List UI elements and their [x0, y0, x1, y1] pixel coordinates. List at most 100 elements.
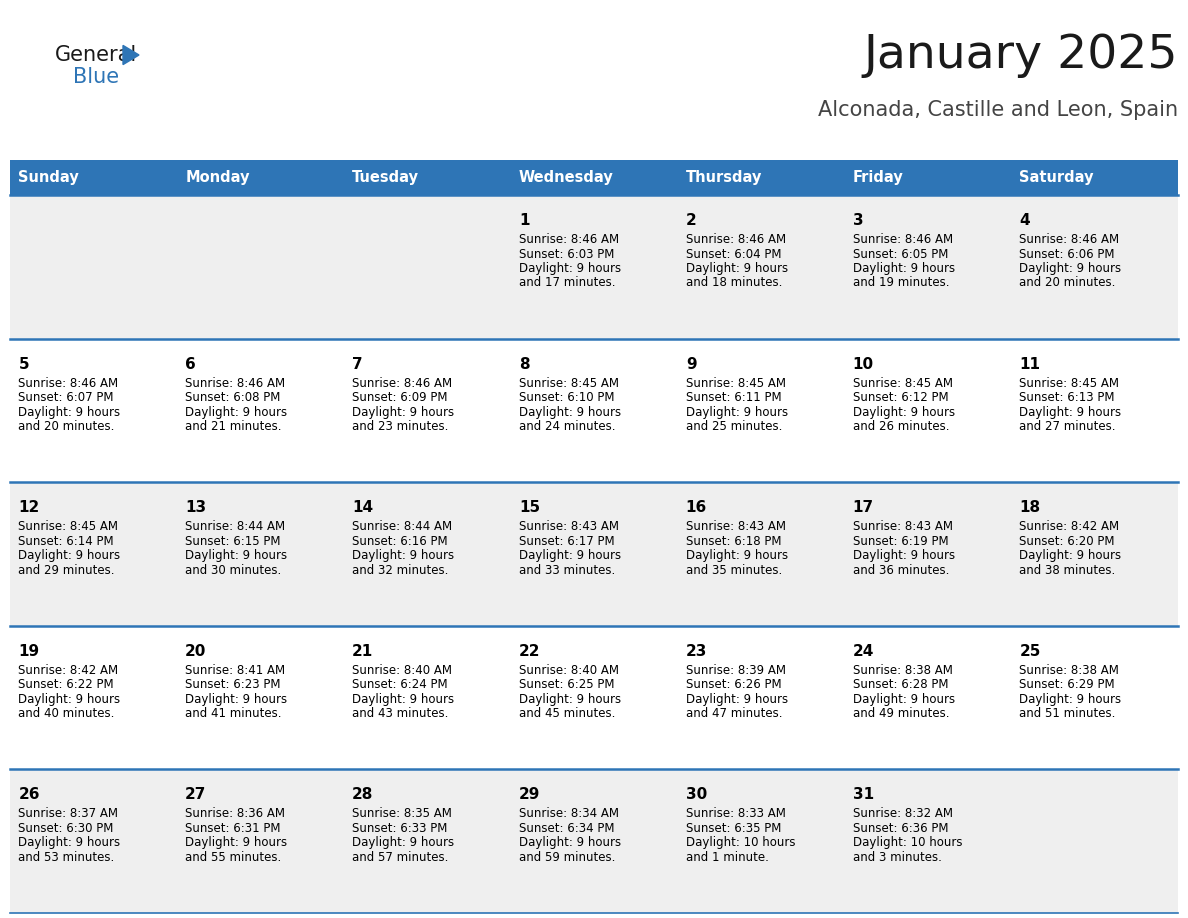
Text: Sunday: Sunday	[18, 170, 80, 185]
Text: Sunset: 6:04 PM: Sunset: 6:04 PM	[685, 248, 782, 261]
Text: and 29 minutes.: and 29 minutes.	[18, 564, 115, 577]
Text: Sunset: 6:20 PM: Sunset: 6:20 PM	[1019, 534, 1116, 548]
Text: Sunset: 6:17 PM: Sunset: 6:17 PM	[519, 534, 614, 548]
Text: Sunset: 6:05 PM: Sunset: 6:05 PM	[853, 248, 948, 261]
Text: and 25 minutes.: and 25 minutes.	[685, 420, 782, 433]
Text: Sunset: 6:26 PM: Sunset: 6:26 PM	[685, 678, 782, 691]
Text: Daylight: 9 hours: Daylight: 9 hours	[853, 693, 955, 706]
Text: Sunrise: 8:45 AM: Sunrise: 8:45 AM	[685, 376, 785, 389]
Bar	[511, 769, 677, 913]
Bar	[845, 769, 1011, 913]
Text: Sunrise: 8:46 AM: Sunrise: 8:46 AM	[352, 376, 453, 389]
Text: Sunset: 6:25 PM: Sunset: 6:25 PM	[519, 678, 614, 691]
Bar	[10, 626, 177, 769]
Text: and 49 minutes.: and 49 minutes.	[853, 707, 949, 721]
Text: and 43 minutes.: and 43 minutes.	[352, 707, 448, 721]
Text: 15: 15	[519, 500, 541, 515]
Text: 9: 9	[685, 356, 696, 372]
Bar	[845, 626, 1011, 769]
Bar	[343, 482, 511, 626]
Text: Sunrise: 8:36 AM: Sunrise: 8:36 AM	[185, 808, 285, 821]
Text: Sunset: 6:03 PM: Sunset: 6:03 PM	[519, 248, 614, 261]
Bar	[845, 195, 1011, 339]
Bar	[10, 160, 177, 195]
Text: and 40 minutes.: and 40 minutes.	[18, 707, 115, 721]
Bar	[845, 482, 1011, 626]
Text: General: General	[55, 45, 138, 65]
Text: Daylight: 9 hours: Daylight: 9 hours	[185, 549, 287, 562]
Text: 14: 14	[352, 500, 373, 515]
Text: and 1 minute.: and 1 minute.	[685, 851, 769, 864]
Text: 21: 21	[352, 644, 373, 659]
Bar	[511, 195, 677, 339]
Bar	[343, 626, 511, 769]
Bar	[177, 626, 343, 769]
Text: Sunrise: 8:43 AM: Sunrise: 8:43 AM	[853, 521, 953, 533]
Text: Sunrise: 8:43 AM: Sunrise: 8:43 AM	[685, 521, 785, 533]
Text: Sunrise: 8:38 AM: Sunrise: 8:38 AM	[1019, 664, 1119, 677]
Bar	[677, 195, 845, 339]
Polygon shape	[124, 45, 139, 64]
Text: 19: 19	[18, 644, 39, 659]
Text: Daylight: 9 hours: Daylight: 9 hours	[18, 693, 120, 706]
Bar	[1011, 339, 1178, 482]
Text: Sunrise: 8:44 AM: Sunrise: 8:44 AM	[352, 521, 453, 533]
Text: Daylight: 9 hours: Daylight: 9 hours	[519, 262, 621, 275]
Text: Sunset: 6:09 PM: Sunset: 6:09 PM	[352, 391, 448, 404]
Text: 23: 23	[685, 644, 707, 659]
Text: Sunset: 6:29 PM: Sunset: 6:29 PM	[1019, 678, 1116, 691]
Text: Wednesday: Wednesday	[519, 170, 614, 185]
Text: and 32 minutes.: and 32 minutes.	[352, 564, 448, 577]
Text: 20: 20	[185, 644, 207, 659]
Text: Sunset: 6:15 PM: Sunset: 6:15 PM	[185, 534, 280, 548]
Text: and 57 minutes.: and 57 minutes.	[352, 851, 448, 864]
Text: Sunset: 6:28 PM: Sunset: 6:28 PM	[853, 678, 948, 691]
Bar	[343, 160, 511, 195]
Text: Sunset: 6:23 PM: Sunset: 6:23 PM	[185, 678, 280, 691]
Text: 16: 16	[685, 500, 707, 515]
Text: Sunset: 6:16 PM: Sunset: 6:16 PM	[352, 534, 448, 548]
Text: and 41 minutes.: and 41 minutes.	[185, 707, 282, 721]
Text: Sunset: 6:06 PM: Sunset: 6:06 PM	[1019, 248, 1116, 261]
Text: 10: 10	[853, 356, 873, 372]
Bar	[677, 769, 845, 913]
Text: and 38 minutes.: and 38 minutes.	[1019, 564, 1116, 577]
Bar	[1011, 160, 1178, 195]
Text: Sunrise: 8:44 AM: Sunrise: 8:44 AM	[185, 521, 285, 533]
Text: Daylight: 9 hours: Daylight: 9 hours	[1019, 693, 1121, 706]
Text: Sunrise: 8:46 AM: Sunrise: 8:46 AM	[853, 233, 953, 246]
Text: and 55 minutes.: and 55 minutes.	[185, 851, 282, 864]
Text: Sunrise: 8:42 AM: Sunrise: 8:42 AM	[18, 664, 119, 677]
Text: Sunset: 6:18 PM: Sunset: 6:18 PM	[685, 534, 782, 548]
Bar	[677, 626, 845, 769]
Text: 11: 11	[1019, 356, 1041, 372]
Text: Sunset: 6:08 PM: Sunset: 6:08 PM	[185, 391, 280, 404]
Text: Daylight: 9 hours: Daylight: 9 hours	[185, 693, 287, 706]
Text: Sunrise: 8:46 AM: Sunrise: 8:46 AM	[1019, 233, 1119, 246]
Text: 7: 7	[352, 356, 362, 372]
Text: Daylight: 9 hours: Daylight: 9 hours	[685, 693, 788, 706]
Text: January 2025: January 2025	[864, 32, 1178, 77]
Text: Sunrise: 8:42 AM: Sunrise: 8:42 AM	[1019, 521, 1119, 533]
Text: and 27 minutes.: and 27 minutes.	[1019, 420, 1116, 433]
Bar	[177, 769, 343, 913]
Text: 25: 25	[1019, 644, 1041, 659]
Bar	[1011, 769, 1178, 913]
Text: and 24 minutes.: and 24 minutes.	[519, 420, 615, 433]
Bar	[677, 339, 845, 482]
Text: Friday: Friday	[853, 170, 903, 185]
Text: Sunrise: 8:35 AM: Sunrise: 8:35 AM	[352, 808, 451, 821]
Text: Daylight: 9 hours: Daylight: 9 hours	[185, 836, 287, 849]
Text: Daylight: 9 hours: Daylight: 9 hours	[18, 836, 120, 849]
Bar	[511, 626, 677, 769]
Text: and 36 minutes.: and 36 minutes.	[853, 564, 949, 577]
Text: 5: 5	[18, 356, 29, 372]
Text: 6: 6	[185, 356, 196, 372]
Text: 27: 27	[185, 788, 207, 802]
Text: 18: 18	[1019, 500, 1041, 515]
Bar	[10, 482, 177, 626]
Text: Sunrise: 8:46 AM: Sunrise: 8:46 AM	[18, 376, 119, 389]
Text: and 21 minutes.: and 21 minutes.	[185, 420, 282, 433]
Text: Sunset: 6:34 PM: Sunset: 6:34 PM	[519, 822, 614, 834]
Bar	[10, 339, 177, 482]
